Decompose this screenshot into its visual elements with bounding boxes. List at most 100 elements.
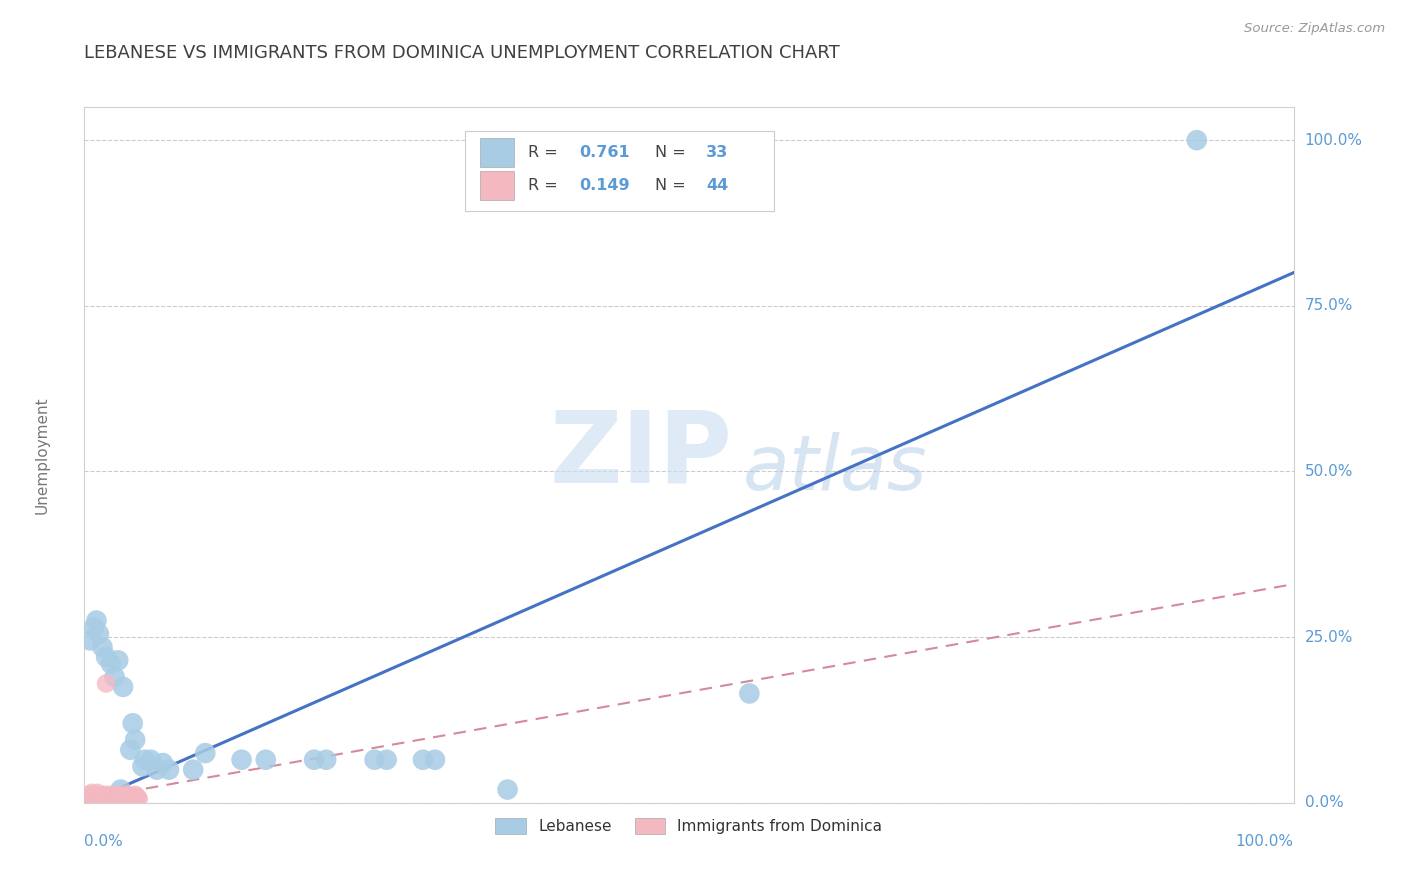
FancyBboxPatch shape (479, 171, 513, 201)
Text: 44: 44 (706, 178, 728, 194)
Point (112, 680, 135, 694)
Point (94, 676, 117, 690)
Point (107, 653, 129, 667)
Text: 100.0%: 100.0% (1305, 133, 1362, 148)
Point (98, 788, 121, 802)
Text: N =: N = (655, 145, 690, 160)
Point (105, 790, 128, 805)
Text: LEBANESE VS IMMIGRANTS FROM DOMINICA UNEMPLOYMENT CORRELATION CHART: LEBANESE VS IMMIGRANTS FROM DOMINICA UNE… (84, 44, 841, 62)
Point (363, 753, 385, 767)
Point (124, 732, 146, 747)
Text: 75.0%: 75.0% (1305, 298, 1353, 313)
Point (108, 792, 131, 806)
Point (110, 782, 132, 797)
Point (194, 746, 217, 760)
Point (120, 790, 142, 805)
Text: 0.0%: 0.0% (1305, 796, 1343, 810)
Point (112, 788, 135, 802)
Point (79, 633, 101, 648)
Point (104, 670, 127, 684)
Text: 25.0%: 25.0% (1305, 630, 1353, 645)
Point (122, 792, 145, 806)
Point (111, 789, 134, 804)
Text: 100.0%: 100.0% (1236, 834, 1294, 849)
Point (86, 614, 108, 628)
Text: 33: 33 (706, 145, 728, 160)
Point (181, 763, 204, 777)
Point (124, 788, 146, 802)
Point (254, 753, 277, 767)
Point (101, 789, 124, 804)
Point (302, 753, 325, 767)
Text: atlas: atlas (744, 432, 928, 506)
Legend: Lebanese, Immigrants from Dominica: Lebanese, Immigrants from Dominica (489, 813, 889, 840)
Point (115, 789, 138, 804)
Point (125, 789, 148, 804)
Point (118, 792, 141, 806)
Text: ZIP: ZIP (550, 407, 733, 503)
Point (86, 789, 108, 804)
Point (93, 790, 115, 805)
Point (128, 792, 150, 806)
Point (121, 716, 143, 731)
Point (114, 790, 136, 805)
Point (97, 790, 120, 805)
Point (94, 788, 117, 802)
Point (79, 788, 101, 802)
Point (157, 763, 180, 777)
Point (104, 788, 127, 802)
FancyBboxPatch shape (479, 137, 513, 167)
Point (134, 753, 156, 767)
Point (131, 759, 153, 773)
Point (127, 790, 149, 805)
Point (152, 756, 174, 770)
Point (375, 753, 398, 767)
Text: N =: N = (655, 178, 690, 194)
Point (77, 789, 100, 804)
Point (87, 627, 110, 641)
Point (76, 792, 98, 806)
Point (1185, 133, 1208, 147)
Point (100, 657, 122, 671)
Point (89, 788, 111, 802)
Text: Unemployment: Unemployment (35, 396, 49, 514)
Text: 50.0%: 50.0% (1305, 464, 1353, 479)
Point (121, 789, 143, 804)
Text: Source: ZipAtlas.com: Source: ZipAtlas.com (1244, 22, 1385, 36)
Point (107, 789, 129, 804)
Text: R =: R = (529, 145, 562, 160)
Text: 0.761: 0.761 (579, 145, 630, 160)
Point (104, 792, 127, 806)
Point (86, 786, 108, 800)
Point (83, 620, 105, 634)
Point (121, 790, 143, 805)
Text: R =: R = (529, 178, 562, 194)
Point (90, 792, 112, 806)
Point (112, 792, 135, 806)
Point (738, 686, 761, 700)
FancyBboxPatch shape (465, 131, 773, 211)
Point (423, 753, 446, 767)
Point (80, 786, 103, 800)
Point (117, 788, 139, 802)
Point (96, 789, 118, 804)
Point (139, 753, 162, 767)
Point (496, 782, 519, 797)
Point (315, 753, 337, 767)
Point (94, 650, 117, 665)
Point (231, 753, 253, 767)
Point (82, 790, 104, 805)
Point (84, 792, 107, 806)
Point (103, 790, 125, 805)
Point (83, 788, 105, 802)
Point (91, 640, 114, 654)
Point (100, 792, 122, 806)
Text: 0.149: 0.149 (579, 178, 630, 194)
Point (120, 743, 142, 757)
Point (77, 790, 100, 805)
Point (91, 789, 114, 804)
Point (87, 790, 110, 805)
Point (146, 763, 169, 777)
Point (412, 753, 434, 767)
Text: 0.0%: 0.0% (84, 834, 124, 849)
